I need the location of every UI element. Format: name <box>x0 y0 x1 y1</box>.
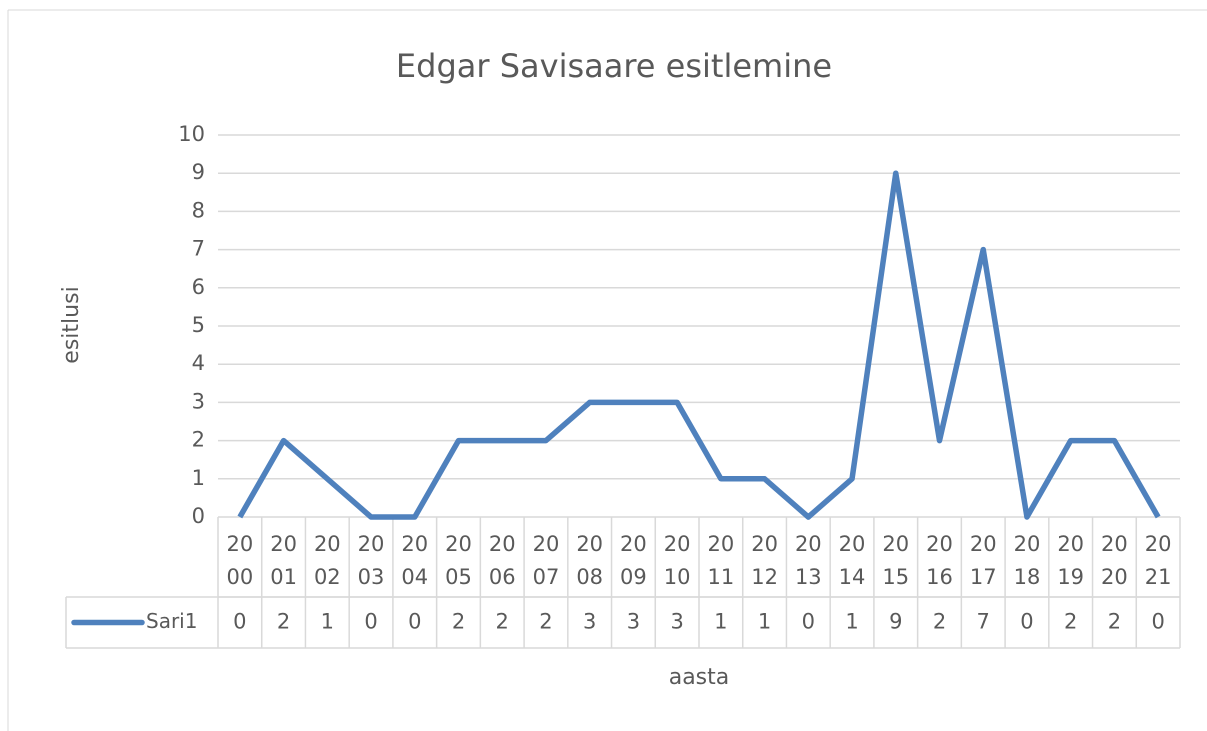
y-tick-label: 5 <box>192 313 205 337</box>
x-tick-label: 20 02 <box>314 532 341 589</box>
table-value: 9 <box>889 610 902 634</box>
table-value: 0 <box>233 610 246 634</box>
x-tick-label: 20 16 <box>926 532 953 589</box>
y-tick-label: 3 <box>192 389 205 413</box>
x-tick-label: 20 03 <box>358 532 385 589</box>
x-tick-label: 20 01 <box>270 532 297 589</box>
y-tick-label: 2 <box>192 428 205 452</box>
series-line <box>237 170 1161 520</box>
x-tick-label: 20 15 <box>882 532 909 589</box>
table-value: 1 <box>845 610 858 634</box>
x-tick-label: 20 06 <box>489 532 516 589</box>
y-tick-label: 8 <box>192 198 205 222</box>
y-tick-label: 0 <box>192 504 205 528</box>
table-value: 3 <box>627 610 640 634</box>
x-tick-label: 20 12 <box>751 532 778 589</box>
table-value: 1 <box>714 610 727 634</box>
y-tick-label: 1 <box>192 466 205 490</box>
x-tick-label: 20 08 <box>576 532 603 589</box>
x-tick-label: 20 00 <box>226 532 253 589</box>
x-tick-label: 20 13 <box>795 532 822 589</box>
table-value: 7 <box>977 610 990 634</box>
table-value: 2 <box>539 610 552 634</box>
table-value: 2 <box>496 610 509 634</box>
x-tick-label: 20 14 <box>839 532 866 589</box>
table-value: 0 <box>364 610 377 634</box>
table-value: 2 <box>452 610 465 634</box>
x-tick-label: 20 21 <box>1145 532 1172 589</box>
x-tick-label: 20 20 <box>1101 532 1128 589</box>
legend-label: Sari1 <box>146 609 197 633</box>
y-tick-label: 6 <box>192 275 205 299</box>
x-tick-label: 20 18 <box>1014 532 1041 589</box>
table-value: 0 <box>408 610 421 634</box>
y-tick-label: 4 <box>192 351 205 375</box>
chart-title: Edgar Savisaare esitlemine <box>396 47 832 85</box>
table-value: 1 <box>321 610 334 634</box>
table-value: 0 <box>1020 610 1033 634</box>
table-value: 0 <box>802 610 815 634</box>
x-axis-label: aasta <box>669 665 730 690</box>
x-tick-label: 20 19 <box>1057 532 1084 589</box>
x-tick-label: 20 17 <box>970 532 997 589</box>
y-tick-label: 7 <box>192 237 205 261</box>
y-axis-label: esitlusi <box>59 286 84 363</box>
table-value: 1 <box>758 610 771 634</box>
x-tick-label: 20 09 <box>620 532 647 589</box>
x-tick-label: 20 07 <box>533 532 560 589</box>
table-value: 3 <box>583 610 596 634</box>
table-value: 2 <box>933 610 946 634</box>
x-tick-label: 20 05 <box>445 532 472 589</box>
table-value: 0 <box>1151 610 1164 634</box>
x-tick-label: 20 11 <box>707 532 734 589</box>
table-value: 3 <box>670 610 683 634</box>
table-value: 2 <box>1064 610 1077 634</box>
x-tick-label: 20 04 <box>401 532 428 589</box>
x-tick-label: 20 10 <box>664 532 691 589</box>
table-value: 2 <box>1108 610 1121 634</box>
y-tick-label: 9 <box>192 160 205 184</box>
y-tick-label: 10 <box>178 122 205 146</box>
table-value: 2 <box>277 610 290 634</box>
